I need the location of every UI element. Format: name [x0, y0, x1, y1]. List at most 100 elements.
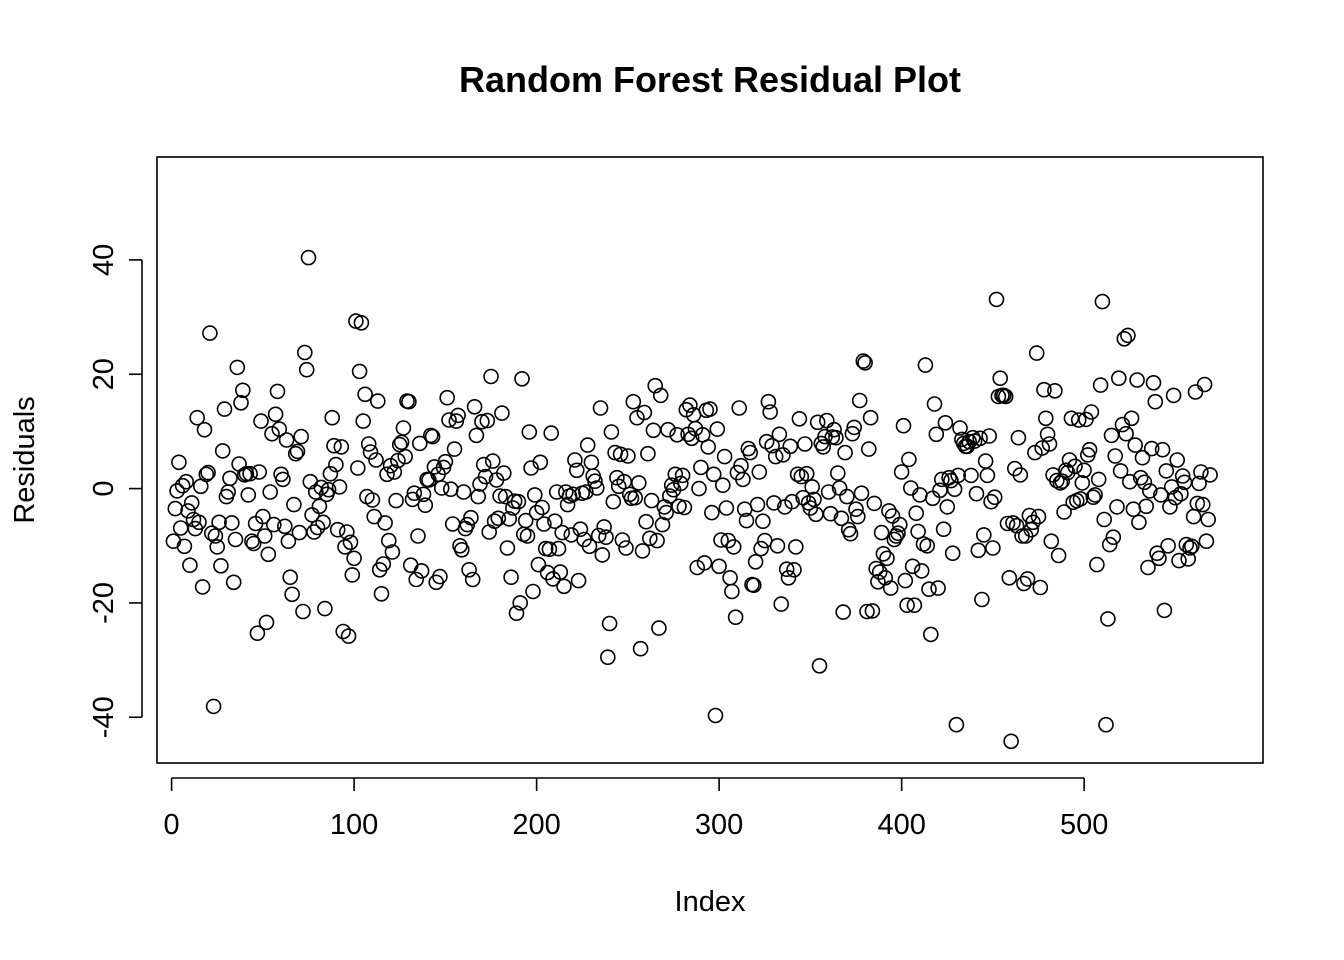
data-point	[919, 537, 936, 554]
data-point	[492, 488, 508, 504]
data-point	[620, 448, 636, 464]
data-point	[1105, 529, 1122, 546]
data-point	[890, 525, 906, 542]
data-point	[793, 468, 810, 485]
data-point	[1019, 571, 1036, 587]
data-point	[1023, 521, 1039, 538]
data-point	[265, 516, 282, 533]
data-point	[256, 528, 273, 544]
y-tick-label: 40	[88, 244, 120, 276]
data-point	[651, 620, 667, 636]
data-point	[1005, 515, 1021, 531]
data-point	[335, 623, 352, 640]
data-point	[271, 421, 288, 437]
data-point	[596, 519, 612, 535]
data-point	[1193, 464, 1209, 480]
data-point	[937, 414, 954, 431]
x-axis: 0 100 200 300 400 500	[164, 777, 1108, 841]
data-point	[1195, 496, 1211, 513]
data-point	[862, 409, 879, 426]
data-point	[899, 597, 915, 614]
data-point	[286, 496, 302, 513]
data-point	[605, 493, 622, 510]
data-point	[839, 488, 855, 505]
data-point	[432, 568, 448, 585]
data-point	[441, 412, 457, 428]
data-point	[1101, 536, 1118, 553]
data-point	[618, 540, 634, 556]
data-point	[309, 519, 326, 536]
data-point	[674, 467, 691, 484]
data-point	[1109, 499, 1125, 515]
data-point	[1165, 387, 1182, 404]
data-point	[992, 370, 1009, 387]
data-point	[213, 557, 229, 574]
y-axis: -40 -20 0 20 40	[88, 244, 143, 738]
data-point	[483, 368, 499, 385]
data-point	[742, 444, 759, 461]
data-point	[782, 438, 799, 455]
data-point	[200, 464, 216, 481]
data-point	[1174, 468, 1191, 484]
data-point	[379, 466, 395, 483]
data-point	[795, 489, 811, 506]
data-point	[844, 425, 861, 442]
data-point	[1151, 550, 1167, 567]
chart-title: Random Forest Residual Plot	[459, 59, 961, 100]
data-point	[280, 533, 297, 550]
data-point	[222, 470, 238, 487]
data-point	[1058, 462, 1074, 479]
data-point	[521, 424, 538, 440]
data-point	[718, 500, 735, 516]
data-point	[1154, 441, 1171, 458]
data-point	[1138, 498, 1154, 515]
data-point	[875, 545, 892, 562]
data-point	[413, 563, 430, 579]
data-point	[167, 500, 184, 517]
data-point	[961, 433, 978, 450]
data-point	[871, 564, 888, 580]
data-point	[764, 437, 780, 454]
data-point	[253, 413, 269, 429]
data-point	[811, 657, 828, 674]
data-point	[1118, 425, 1134, 442]
data-point	[260, 546, 277, 563]
data-point	[296, 344, 313, 361]
data-point	[660, 421, 676, 438]
data-point	[171, 454, 187, 471]
data-point	[773, 596, 790, 612]
data-point	[198, 466, 215, 483]
data-point	[262, 484, 279, 500]
data-point	[360, 436, 377, 452]
data-point	[415, 486, 432, 503]
data-point	[329, 521, 346, 538]
data-point	[282, 569, 299, 586]
data-point	[395, 420, 412, 436]
data-point	[444, 516, 461, 532]
data-point	[384, 544, 401, 560]
data-point	[881, 503, 897, 519]
data-point	[408, 571, 425, 588]
data-point	[474, 413, 490, 430]
data-point	[530, 556, 547, 573]
data-point	[822, 505, 839, 522]
data-point	[1050, 547, 1067, 564]
data-point	[1083, 404, 1100, 420]
x-tick-label: 500	[1060, 809, 1108, 841]
data-point	[508, 605, 525, 622]
data-point	[1092, 377, 1109, 393]
data-point	[322, 465, 339, 482]
data-point	[722, 569, 738, 586]
data-point	[950, 467, 967, 484]
data-point	[182, 557, 198, 574]
data-point	[594, 547, 611, 563]
data-point	[842, 525, 859, 542]
data-point	[512, 595, 529, 611]
data-point	[952, 420, 968, 436]
data-point	[1132, 469, 1149, 486]
data-point	[766, 495, 782, 511]
data-point	[306, 524, 322, 540]
data-point	[630, 475, 647, 491]
data-points	[165, 249, 1218, 750]
x-tick-label: 200	[512, 809, 560, 841]
